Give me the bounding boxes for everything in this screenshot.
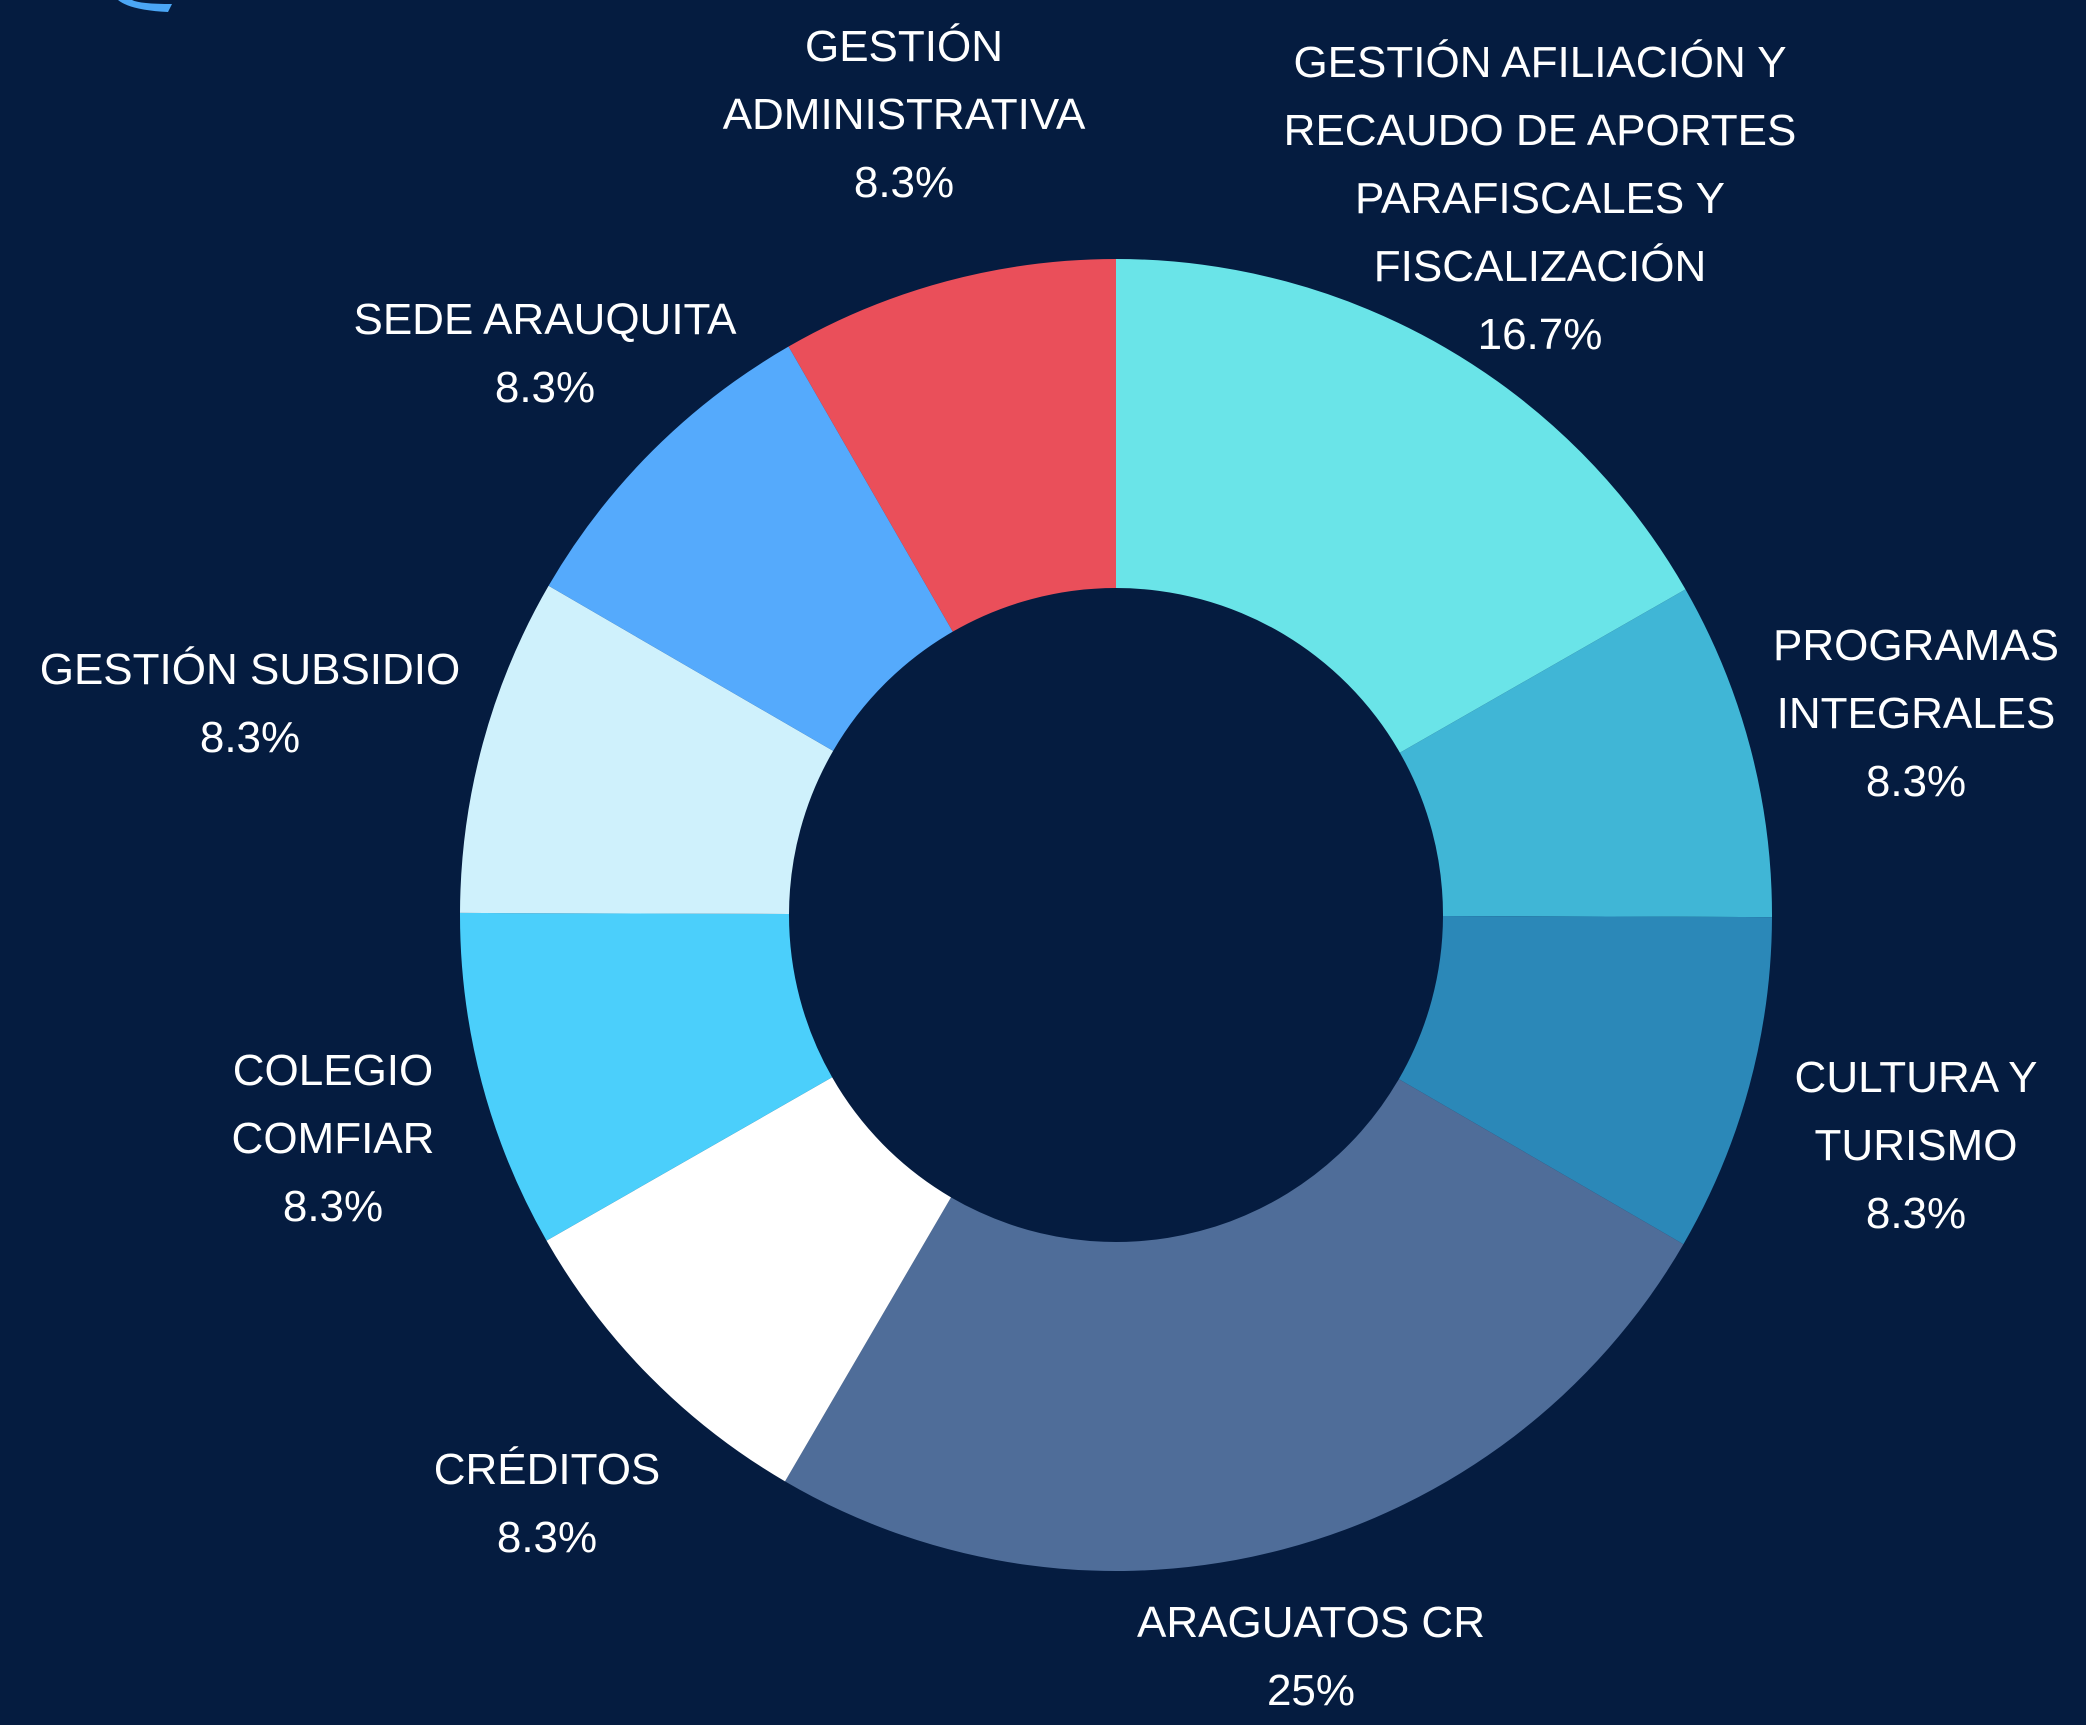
value-label: 8.3% [199,713,301,762]
category-label: ARAGUATOS CR [1137,1598,1485,1647]
decoration [118,0,172,12]
slice-label: CRÉDITOS 8.3% [382,1436,712,1572]
slice-label: GESTIÓN ADMINISTRATIVA 8.3% [714,13,1094,217]
category-label: PROGRAMAS INTEGRALES [1772,621,2060,738]
slice [1399,589,1772,918]
category-label: CULTURA Y TURISMO [1794,1053,2038,1170]
slice [785,1079,1684,1571]
slice [460,585,834,914]
slice [548,346,953,751]
slice-label: COLEGIO COMFIAR 8.3% [203,1037,463,1241]
value-label: 8.3% [1865,1189,1967,1238]
slice-label: ARAGUATOS CR 25% [1061,1589,1561,1725]
slice-label: SEDE ARAUQUITA 8.3% [295,286,795,422]
category-label: GESTIÓN ADMINISTRATIVA [722,22,1086,139]
slice-label: CULTURA Y TURISMO 8.3% [1751,1044,2081,1248]
slice [788,259,1116,632]
category-label: GESTIÓN SUBSIDIO [39,645,461,694]
slice [1116,259,1686,753]
slice-label: GESTIÓN AFILIACIÓN Y RECAUDO DE APORTES … [1240,29,1840,369]
slice [546,1077,952,1482]
slice [460,912,833,1241]
value-label: 8.3% [1865,757,1967,806]
value-label: 8.3% [494,363,596,412]
slice-label: PROGRAMAS INTEGRALES 8.3% [1751,612,2081,816]
category-label: SEDE ARAUQUITA [353,295,737,344]
value-label: 8.3% [853,158,955,207]
slice-label: GESTIÓN SUBSIDIO 8.3% [10,636,490,772]
category-label: GESTIÓN AFILIACIÓN Y RECAUDO DE APORTES … [1283,38,1797,291]
category-label: CRÉDITOS [433,1445,661,1494]
value-label: 8.3% [282,1182,384,1231]
value-label: 16.7% [1477,310,1603,359]
value-label: 8.3% [496,1513,598,1562]
slice [1398,916,1772,1245]
value-label: 25% [1266,1666,1356,1715]
category-label: COLEGIO COMFIAR [231,1046,435,1163]
